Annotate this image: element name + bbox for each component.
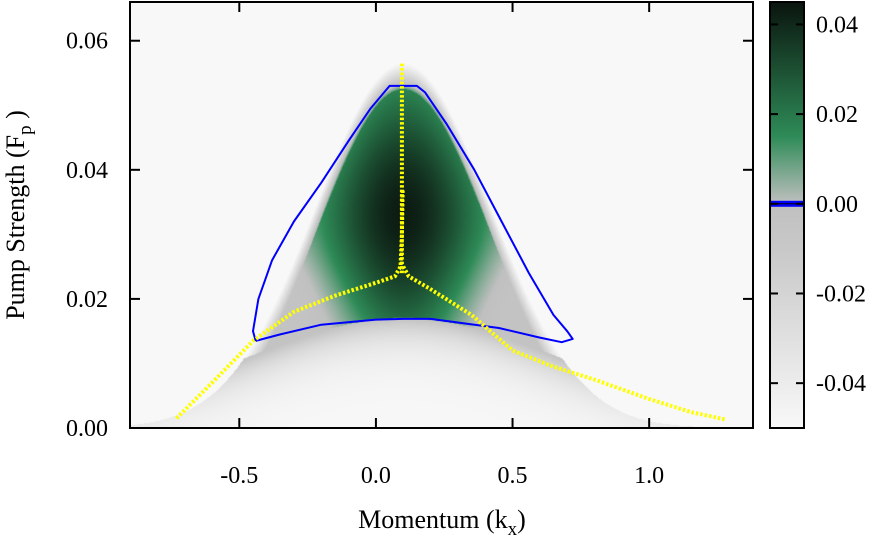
colorbar-tick-label-3: -0.02 bbox=[816, 281, 866, 307]
x-axis-label: Momentum (kx) bbox=[358, 505, 526, 540]
colorbar-gradient bbox=[770, 2, 804, 428]
y-axis-label: Pump Strength (Fp ) bbox=[1, 110, 36, 320]
colorbar-tick-label-4: -0.04 bbox=[816, 371, 866, 397]
colorbar-tick-label-0: 0.04 bbox=[816, 12, 858, 38]
yellow-dotted-curve-2 bbox=[401, 265, 727, 422]
x-tick-label-2: 0.5 bbox=[498, 463, 528, 489]
curve-layer bbox=[175, 63, 727, 422]
y-tick-label-2: 0.04 bbox=[66, 158, 108, 184]
plot-frame bbox=[129, 1, 754, 429]
y-tick-label-1: 0.02 bbox=[66, 287, 108, 313]
colorbar-tick-label-1: 0.02 bbox=[816, 102, 858, 128]
x-tick-label-1: 0.0 bbox=[361, 463, 391, 489]
colorbar-tick-label-2: 0.00 bbox=[816, 192, 858, 218]
y-tick-label-0: 0.00 bbox=[66, 416, 108, 442]
y-axis: 0.00 0.02 0.04 0.06 bbox=[66, 29, 753, 442]
blue-contour-curve-0 bbox=[252, 84, 574, 344]
x-tick-label-3: 1.0 bbox=[634, 463, 664, 489]
x-tick-label-0: -0.5 bbox=[220, 463, 258, 489]
heatmap-raster bbox=[130, 2, 753, 428]
x-axis: -0.5 0.0 0.5 1.0 bbox=[220, 2, 664, 489]
y-tick-label-3: 0.06 bbox=[66, 29, 108, 55]
colorbar-frame bbox=[769, 1, 805, 429]
heatmap bbox=[130, 2, 753, 428]
colorbar: 0.04 0.02 0.00 -0.02 -0.04 bbox=[769, 1, 866, 429]
